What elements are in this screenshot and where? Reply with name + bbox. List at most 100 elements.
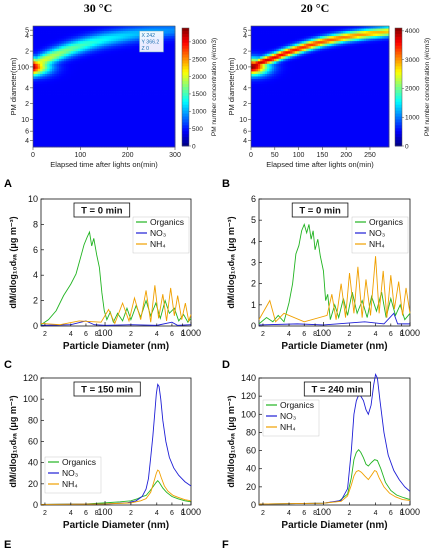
heatmap-cell — [340, 38, 344, 42]
heatmap-cell — [315, 109, 319, 113]
heatmap-cell — [324, 48, 328, 52]
heatmap-cell — [139, 26, 143, 29]
heatmap-cell — [49, 101, 53, 105]
heatmap-cell — [260, 31, 263, 34]
heatmap-cell — [274, 48, 277, 52]
heatmap-cell — [303, 104, 307, 108]
heatmap-cell — [42, 68, 46, 72]
heatmap-cell — [113, 36, 117, 39]
heatmap-cell — [42, 33, 46, 37]
heatmap-cell — [253, 56, 256, 60]
heatmap-cell — [336, 141, 339, 145]
heatmap-cell — [82, 99, 86, 103]
heatmap-cell — [301, 68, 305, 72]
heatmap-cell — [345, 109, 348, 113]
heatmap-cell — [336, 119, 339, 123]
heatmap-cell — [170, 121, 174, 125]
heatmap-cell — [322, 96, 325, 100]
heatmap-cell — [313, 139, 316, 143]
heatmap-cell — [92, 86, 95, 90]
heatmap-cell — [172, 46, 176, 50]
heatmap-cell — [94, 61, 98, 65]
heatmap-cell — [326, 104, 330, 108]
heatmap-cell — [51, 61, 55, 65]
heatmap-cell — [283, 83, 286, 87]
heatmap-cell — [85, 94, 88, 97]
heatmap-cell — [317, 31, 321, 34]
heatmap-cell — [146, 78, 150, 82]
heatmap-cell — [285, 31, 289, 34]
heatmap-cell — [278, 101, 282, 105]
heatmap-cell — [255, 101, 259, 105]
heatmap-cell — [257, 114, 261, 118]
heatmap-cell — [108, 56, 112, 60]
heatmap-cell — [87, 83, 91, 87]
heatmap-cell — [96, 28, 100, 32]
heatmap-cell — [253, 126, 256, 130]
heatmap-cell — [106, 104, 110, 108]
heatmap-cell — [163, 73, 166, 77]
heatmap-cell — [333, 126, 337, 130]
heatmap-cell — [340, 66, 344, 70]
heatmap-cell — [324, 126, 328, 130]
heatmap-cell — [148, 26, 152, 29]
heatmap-cell — [146, 126, 150, 130]
heatmap-cell — [290, 41, 293, 45]
heatmap-cell — [264, 33, 268, 37]
heatmap-cell — [137, 53, 140, 57]
heatmap-cell — [313, 78, 316, 82]
heatmap-cell — [322, 141, 325, 145]
heatmap-cell — [303, 31, 307, 34]
heatmap-cell — [292, 46, 296, 50]
heatmap-cell — [85, 109, 88, 113]
heatmap-cell — [96, 33, 100, 37]
heatmap-cell — [139, 61, 143, 65]
heatmap-cell — [329, 144, 332, 148]
heatmap-cell — [308, 26, 312, 29]
heatmap-cell — [87, 51, 91, 55]
heatmap-cell — [104, 78, 107, 82]
heatmap-cell — [172, 139, 176, 143]
heatmap-cell — [160, 144, 164, 148]
heatmap-cell — [294, 73, 298, 77]
heatmap-cell — [329, 63, 332, 67]
heatmap-cell — [40, 104, 43, 108]
heatmap-cell — [283, 36, 286, 39]
heatmap-cell — [303, 116, 307, 120]
heatmap-cell — [285, 43, 289, 47]
heatmap-cell — [322, 58, 325, 62]
heatmap-cell — [151, 73, 155, 77]
heatmap-cell — [70, 46, 74, 50]
heatmap-cell — [111, 51, 114, 55]
heatmap-cell — [63, 141, 67, 145]
heatmap-cell — [70, 134, 74, 138]
heatmap-cell — [294, 91, 298, 95]
heatmap-cell — [320, 86, 323, 90]
heatmap-cell — [158, 139, 162, 143]
heatmap-cell — [329, 106, 332, 110]
heatmap-cell — [96, 38, 100, 42]
heatmap-cell — [267, 73, 270, 77]
heatmap-cell — [333, 141, 337, 145]
heatmap-cell — [141, 134, 145, 138]
heatmap-cell — [56, 36, 60, 39]
heatmap-cell — [44, 104, 48, 108]
heatmap-cell — [70, 63, 74, 67]
heatmap-cell — [326, 144, 330, 148]
heatmap-cell — [251, 99, 254, 103]
heatmap-cell — [104, 104, 107, 108]
heatmap-cell — [99, 109, 103, 113]
heatmap-cell — [104, 119, 107, 123]
heatmap-cell — [336, 144, 339, 148]
heatmap-cell — [165, 81, 169, 85]
heatmap-cell — [303, 119, 307, 123]
heatmap-cell — [345, 81, 348, 85]
heatmap-cell — [306, 144, 309, 148]
heatmap-cell — [280, 26, 284, 29]
heatmap-cell — [44, 111, 48, 115]
heatmap-cell — [262, 83, 266, 87]
heatmap-cell — [278, 111, 282, 115]
heatmap-cell — [42, 91, 46, 95]
heatmap-cell — [35, 134, 39, 138]
heatmap-cell — [66, 68, 69, 72]
